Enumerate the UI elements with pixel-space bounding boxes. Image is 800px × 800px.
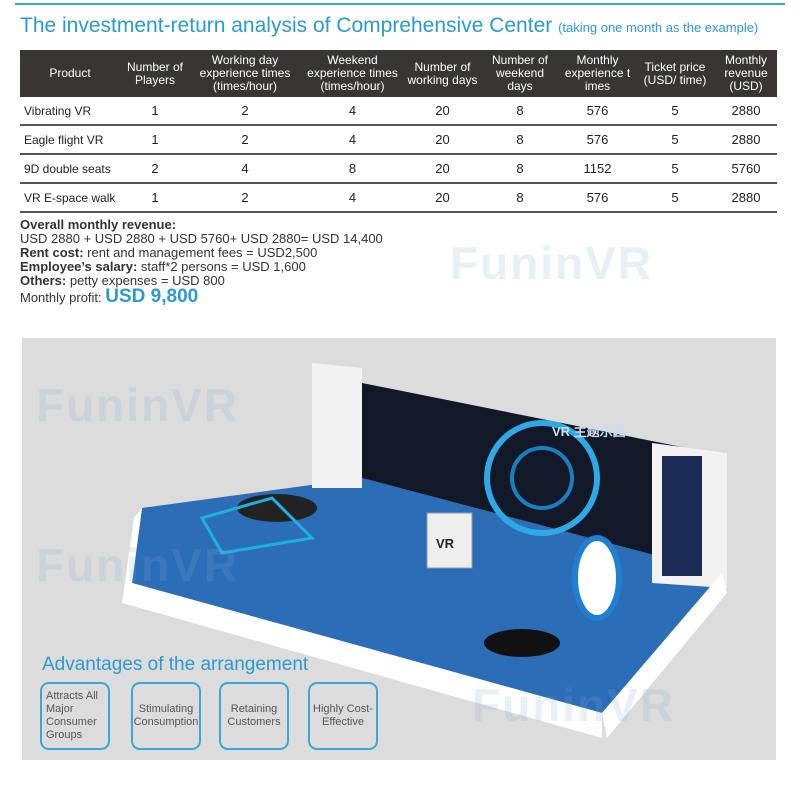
table-cell: 2	[190, 125, 300, 155]
advantage-card: Stimulating Consumption	[131, 682, 201, 750]
table-cell: 1	[120, 183, 190, 213]
table-cell: 2880	[715, 183, 777, 213]
column-header: Number of Players	[120, 50, 190, 97]
table-cell: 576	[560, 183, 635, 213]
table-cell: 8	[480, 154, 560, 184]
vr-booth-label: VR	[436, 536, 455, 551]
watermark-logo: FuninVR	[450, 237, 654, 289]
revenue-summary: Overall monthly revenue: USD 2880 + USD …	[20, 217, 383, 307]
table-row: Vibrating VR 1 2 4 20 8 576 5 2880	[20, 97, 777, 126]
column-header: Number of working days	[405, 50, 480, 97]
table-cell: 20	[405, 125, 480, 155]
table-cell: 5	[635, 125, 715, 155]
vr-walk-platform	[199, 496, 316, 555]
table-cell: 2	[190, 183, 300, 213]
watermark-logo: FuninVR	[36, 539, 240, 591]
column-header: Product	[20, 50, 120, 97]
page-title: The investment-return analysis of Compre…	[20, 14, 758, 38]
advantage-card: Highly Cost-Effective	[308, 682, 378, 750]
table-cell: 8	[480, 183, 560, 213]
eagle-flight-machine	[237, 494, 317, 522]
column-header: Weekend experience times (times/hour)	[300, 50, 405, 97]
advantages-title: Advantages of the arrangement	[42, 654, 309, 675]
table-cell: 576	[560, 97, 635, 126]
table-cell: 4	[300, 125, 405, 155]
column-header: Monthly experience t imes	[560, 50, 635, 97]
revenue-table: Product Number of Players Working day expe…	[20, 50, 777, 213]
wall-circle-graphic	[484, 420, 600, 536]
table-cell: 2	[190, 97, 300, 126]
employee-salary: Employee’s salary: staff*2 persons = USD…	[20, 259, 306, 274]
other-expenses: Others: petty expenses = USD 800	[20, 273, 225, 288]
table-cell: 2880	[715, 97, 777, 126]
back-wall	[362, 383, 722, 573]
watermark-logo: FuninVR	[472, 679, 676, 731]
table-cell: 1	[120, 125, 190, 155]
table-cell: 20	[405, 154, 480, 184]
rent-cost: Rent cost: rent and management fees = US…	[20, 245, 318, 260]
column-header: Number of weekend days	[480, 50, 560, 97]
table-cell: 8	[300, 154, 405, 184]
column-header: Ticket price (USD/ time)	[635, 50, 715, 97]
table-cell: 1	[120, 97, 190, 126]
9d-double-seat	[572, 535, 622, 621]
vibrating-vr-machine	[484, 629, 560, 657]
table-cell: 4	[190, 154, 300, 184]
wall-sign: VR 主题乐园	[552, 424, 626, 439]
overall-revenue-value: USD 2880 + USD 2880 + USD 5760+ USD 2880…	[20, 231, 383, 246]
table-row: Eagle flight VR 1 2 4 20 8 576 5 2880	[20, 125, 777, 155]
table-cell: 576	[560, 125, 635, 155]
title-text: The investment-return analysis of Compre…	[20, 14, 553, 37]
table-row: 9D double seats 2 4 8 20 8 1152 5 5760	[20, 154, 777, 184]
column-header: Working day experience times (times/hour…	[190, 50, 300, 97]
overall-revenue-label: Overall monthly revenue:	[20, 217, 177, 232]
banner-stand-left	[312, 363, 362, 488]
advantage-card: Retaining Customers	[219, 682, 289, 750]
table-cell: 5760	[715, 154, 777, 184]
title-subtitle: (taking one month as the example)	[558, 20, 759, 35]
table-cell: 4	[300, 97, 405, 126]
vr-booth	[426, 512, 473, 569]
table-cell: 5	[635, 183, 715, 213]
table-cell: 20	[405, 183, 480, 213]
table-header-row: Product Number of Players Working day expe…	[20, 50, 777, 97]
table-cell: 4	[300, 183, 405, 213]
top-divider	[15, 3, 785, 5]
table-cell: Vibrating VR	[20, 97, 120, 126]
table-cell: 20	[405, 97, 480, 126]
table-cell: 2	[120, 154, 190, 184]
table-cell: VR E-space walk	[20, 183, 120, 213]
watermark-logo: FuninVR	[36, 379, 240, 431]
table-cell: 8	[480, 125, 560, 155]
front-wall	[122, 583, 602, 738]
table-cell: 2880	[715, 125, 777, 155]
table-cell: 9D double seats	[20, 154, 120, 184]
table-cell: 5	[635, 154, 715, 184]
floor	[132, 478, 722, 713]
table-row: VR E-space walk 1 2 4 20 8 576 5 2880	[20, 183, 777, 213]
table-cell: 1152	[560, 154, 635, 184]
table-cell: 8	[480, 97, 560, 126]
monthly-profit: Monthly profit: USD 9,800	[20, 286, 199, 307]
table-cell: 5	[635, 97, 715, 126]
column-header: Monthly revenue (USD)	[715, 50, 777, 97]
booth-illustration: VR 主题乐园 VR	[122, 363, 727, 738]
table-cell: Eagle flight VR	[20, 125, 120, 155]
advantage-card: Attracts All Major Consumer Groups	[40, 682, 110, 750]
booth-rendering: VR 主题乐园 VR FuninVR FuninVR FuninVR	[22, 338, 776, 760]
